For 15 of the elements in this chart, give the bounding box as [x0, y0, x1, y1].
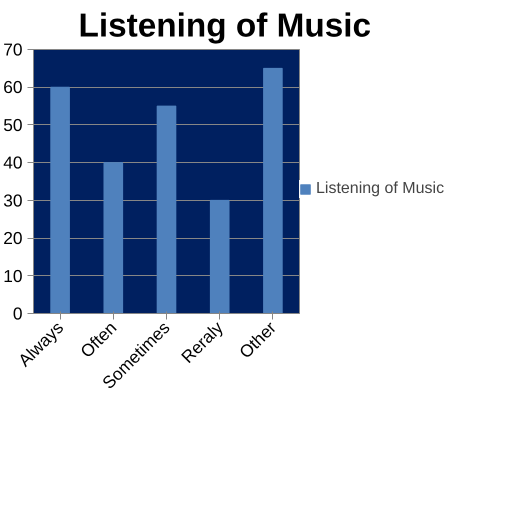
- y-tick-label: 60: [3, 77, 23, 98]
- y-tick-label: 30: [3, 190, 23, 210]
- bar: [210, 200, 230, 314]
- y-tick-label: 20: [3, 228, 23, 248]
- y-tick-label: 0: [12, 304, 23, 324]
- y-tick-label: 50: [3, 114, 23, 135]
- chart-title: Listening of Music: [78, 8, 372, 44]
- y-tick-label: 40: [3, 152, 23, 173]
- bar: [50, 86, 70, 314]
- legend-label: Listening of Music: [316, 180, 444, 198]
- bar: [156, 106, 176, 314]
- bar: [103, 162, 124, 314]
- y-tick-label: 70: [3, 40, 23, 60]
- bar: [263, 68, 283, 314]
- y-tick-label: 10: [3, 266, 23, 286]
